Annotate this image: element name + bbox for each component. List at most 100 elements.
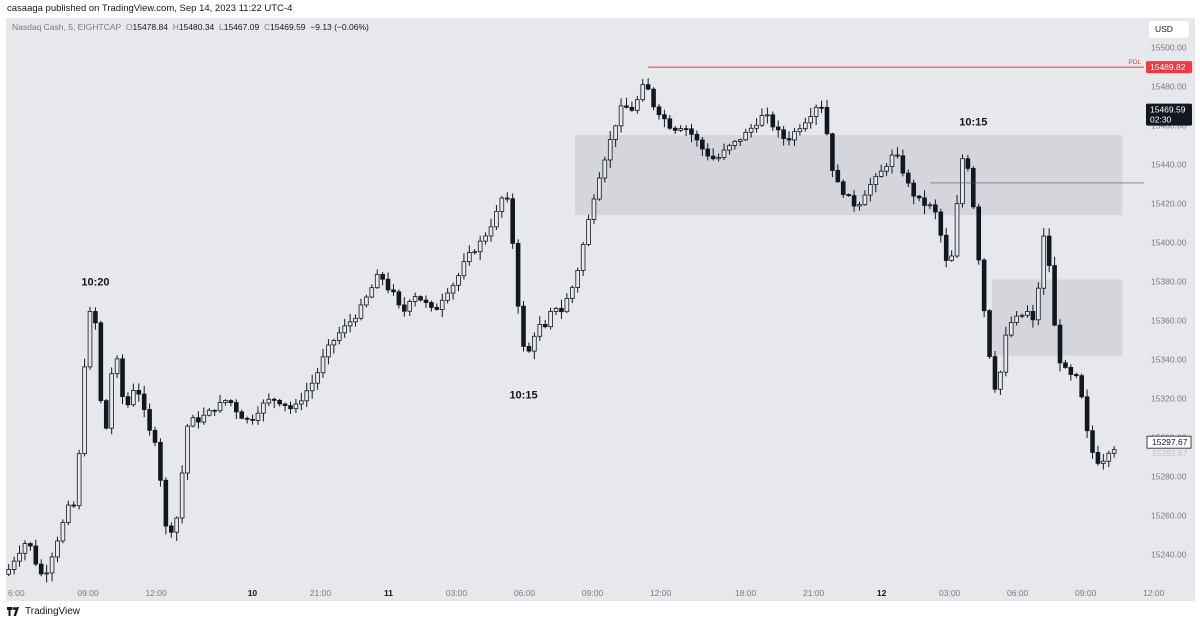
candle-body — [602, 159, 608, 179]
candle-body — [824, 106, 830, 135]
candle-body — [250, 418, 255, 421]
candle-body — [1003, 334, 1009, 373]
candle-body — [185, 425, 190, 474]
candle-body — [353, 317, 358, 323]
candle-body — [640, 84, 646, 101]
candle-body — [927, 204, 933, 207]
candle-body — [786, 138, 792, 141]
currency-selector[interactable]: USD — [1149, 21, 1189, 38]
candle-body — [212, 409, 217, 412]
x-axis-tick: 06:00 — [1007, 588, 1029, 598]
candle-body — [342, 325, 347, 334]
candle-body — [748, 127, 754, 133]
candle-body — [971, 167, 976, 208]
candle-body — [537, 323, 543, 337]
x-axis-tick: 21:00 — [310, 588, 332, 598]
candle-body — [347, 321, 353, 327]
candle-body — [1079, 375, 1084, 398]
candle-body — [938, 211, 944, 236]
candle-body — [163, 479, 169, 527]
candle-body — [472, 251, 478, 254]
publish-header: casaaga published on TradingView.com, Se… — [0, 0, 1200, 18]
candle-body — [542, 323, 548, 328]
candle-body — [196, 417, 201, 423]
candle-body — [76, 453, 82, 507]
candle-body — [1014, 315, 1019, 323]
open-label: O — [125, 22, 133, 32]
candle-body — [900, 155, 906, 174]
candle-body — [597, 177, 602, 200]
candle-body — [737, 139, 743, 142]
symbol-name: Nasdaq Cash, 5, EIGHTCAP — [12, 22, 122, 32]
candle-body — [499, 197, 505, 212]
candle-body — [889, 154, 895, 167]
y-axis-tick: 15480.00 — [1151, 81, 1187, 91]
time-annotation: 10:20 — [81, 276, 109, 288]
candle-body — [678, 128, 683, 131]
candle-body — [385, 278, 391, 291]
candle-body — [369, 287, 375, 298]
candle-body — [87, 311, 93, 368]
x-axis-tick: 12:00 — [1143, 588, 1165, 598]
candle-body — [1095, 452, 1101, 464]
candle-body — [759, 114, 765, 126]
candle-body — [613, 125, 618, 140]
candle-body — [651, 88, 656, 108]
candle-body — [125, 396, 131, 406]
candle-body — [591, 198, 597, 220]
y-axis-tick: 15440.00 — [1151, 159, 1187, 169]
candle-body — [309, 382, 315, 392]
candle-body — [315, 372, 320, 384]
y-axis-tick: 15340.00 — [1151, 355, 1187, 365]
candle-body — [1019, 314, 1025, 317]
candle-body — [987, 310, 992, 357]
candle-body — [445, 292, 450, 301]
candle-body — [44, 572, 49, 575]
candle-body — [559, 307, 564, 313]
chart-area[interactable]: PDL10:2010:1510:1515500.0015480.0015460.… — [6, 18, 1195, 601]
candle-body — [976, 206, 982, 261]
candle-body — [521, 305, 526, 347]
candle-body — [1068, 367, 1074, 375]
candle-body — [418, 296, 423, 301]
price-chart[interactable]: PDL10:2010:1510:1515500.0015480.0015460.… — [6, 18, 1195, 601]
candle-body — [1073, 374, 1079, 377]
candle-body — [55, 540, 60, 558]
candle-body — [147, 409, 152, 431]
candle-body — [1036, 287, 1041, 321]
candle-body — [1101, 460, 1106, 464]
candle-body — [131, 389, 136, 406]
candle-body — [374, 274, 380, 289]
open-value: 15478.84 — [132, 22, 168, 32]
candle-body — [840, 181, 846, 195]
candle-body — [808, 116, 814, 124]
candle-body — [223, 400, 228, 403]
candle-body — [141, 393, 147, 410]
candle-body — [754, 124, 759, 129]
candle-body — [190, 417, 196, 427]
candle-body — [380, 274, 385, 280]
tradingview-brand[interactable]: TradingView — [7, 606, 80, 617]
candle-body — [911, 182, 916, 197]
candle-body — [331, 339, 337, 346]
pdl-price-label: 15489.82 — [1150, 62, 1186, 72]
candle-body — [244, 417, 250, 420]
candle-body — [364, 296, 369, 306]
x-axis-tick: 06:00 — [514, 588, 536, 598]
candle-body — [1030, 311, 1036, 321]
candle-body — [239, 411, 245, 419]
candle-body — [510, 198, 515, 244]
candle-body — [407, 301, 413, 312]
x-axis-tick: 09:00 — [77, 588, 99, 598]
high-label: H — [172, 22, 179, 32]
candle-body — [120, 358, 125, 398]
x-axis-tick: 09:00 — [582, 588, 604, 598]
change-value: −9.13 (−0.06%) — [310, 22, 369, 32]
x-axis-tick: 6:00 — [8, 588, 25, 598]
candle-body — [439, 299, 445, 310]
x-axis-tick: 11 — [384, 588, 393, 598]
candle-body — [721, 149, 727, 158]
candle-body — [1046, 235, 1052, 266]
candle-body — [835, 170, 841, 183]
candle-body — [483, 235, 488, 242]
